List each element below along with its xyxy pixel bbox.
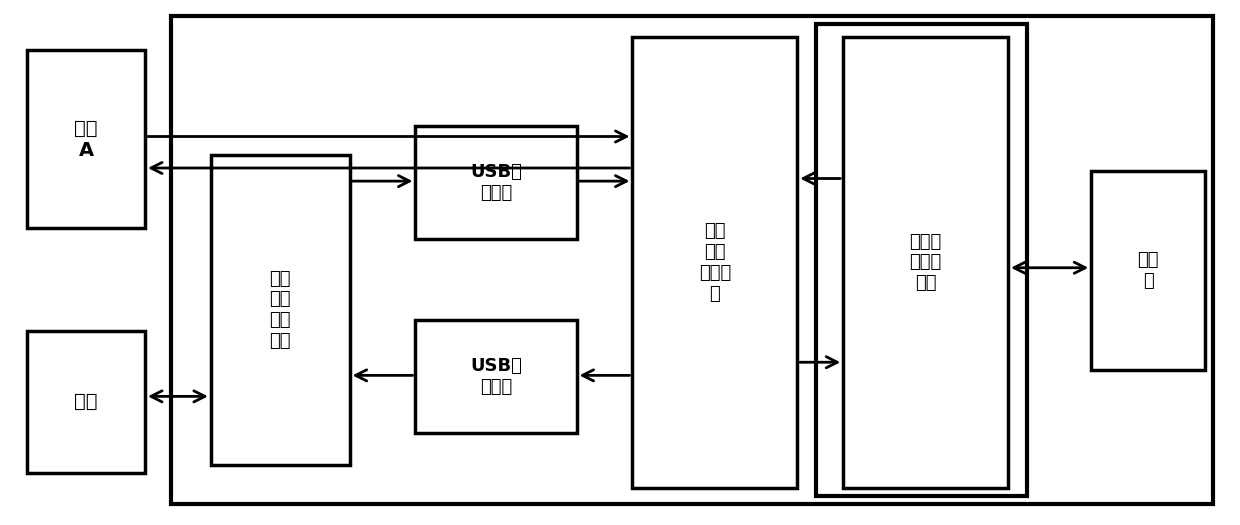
Text: 终端
A: 终端 A <box>74 119 98 160</box>
Text: 传输
线: 传输 线 <box>1137 251 1159 290</box>
Bar <box>415 126 577 239</box>
Text: 转发
数据
处理单
元: 转发 数据 处理单 元 <box>698 222 732 303</box>
Bar <box>816 24 1027 496</box>
Text: 主机: 主机 <box>74 392 98 411</box>
Bar <box>1091 171 1205 370</box>
Bar <box>843 37 1008 488</box>
Bar <box>171 16 1213 504</box>
Bar <box>632 37 797 488</box>
Text: 第一
数据
收发
单元: 第一 数据 收发 单元 <box>269 269 291 350</box>
Bar <box>211 155 350 465</box>
Bar <box>27 50 145 228</box>
Text: USB拆
包单元: USB拆 包单元 <box>470 163 522 202</box>
Bar <box>27 331 145 472</box>
Text: USB打
包单元: USB打 包单元 <box>470 358 522 396</box>
Bar <box>415 320 577 433</box>
Text: 第二数
据收发
单元: 第二数 据收发 单元 <box>909 233 942 292</box>
